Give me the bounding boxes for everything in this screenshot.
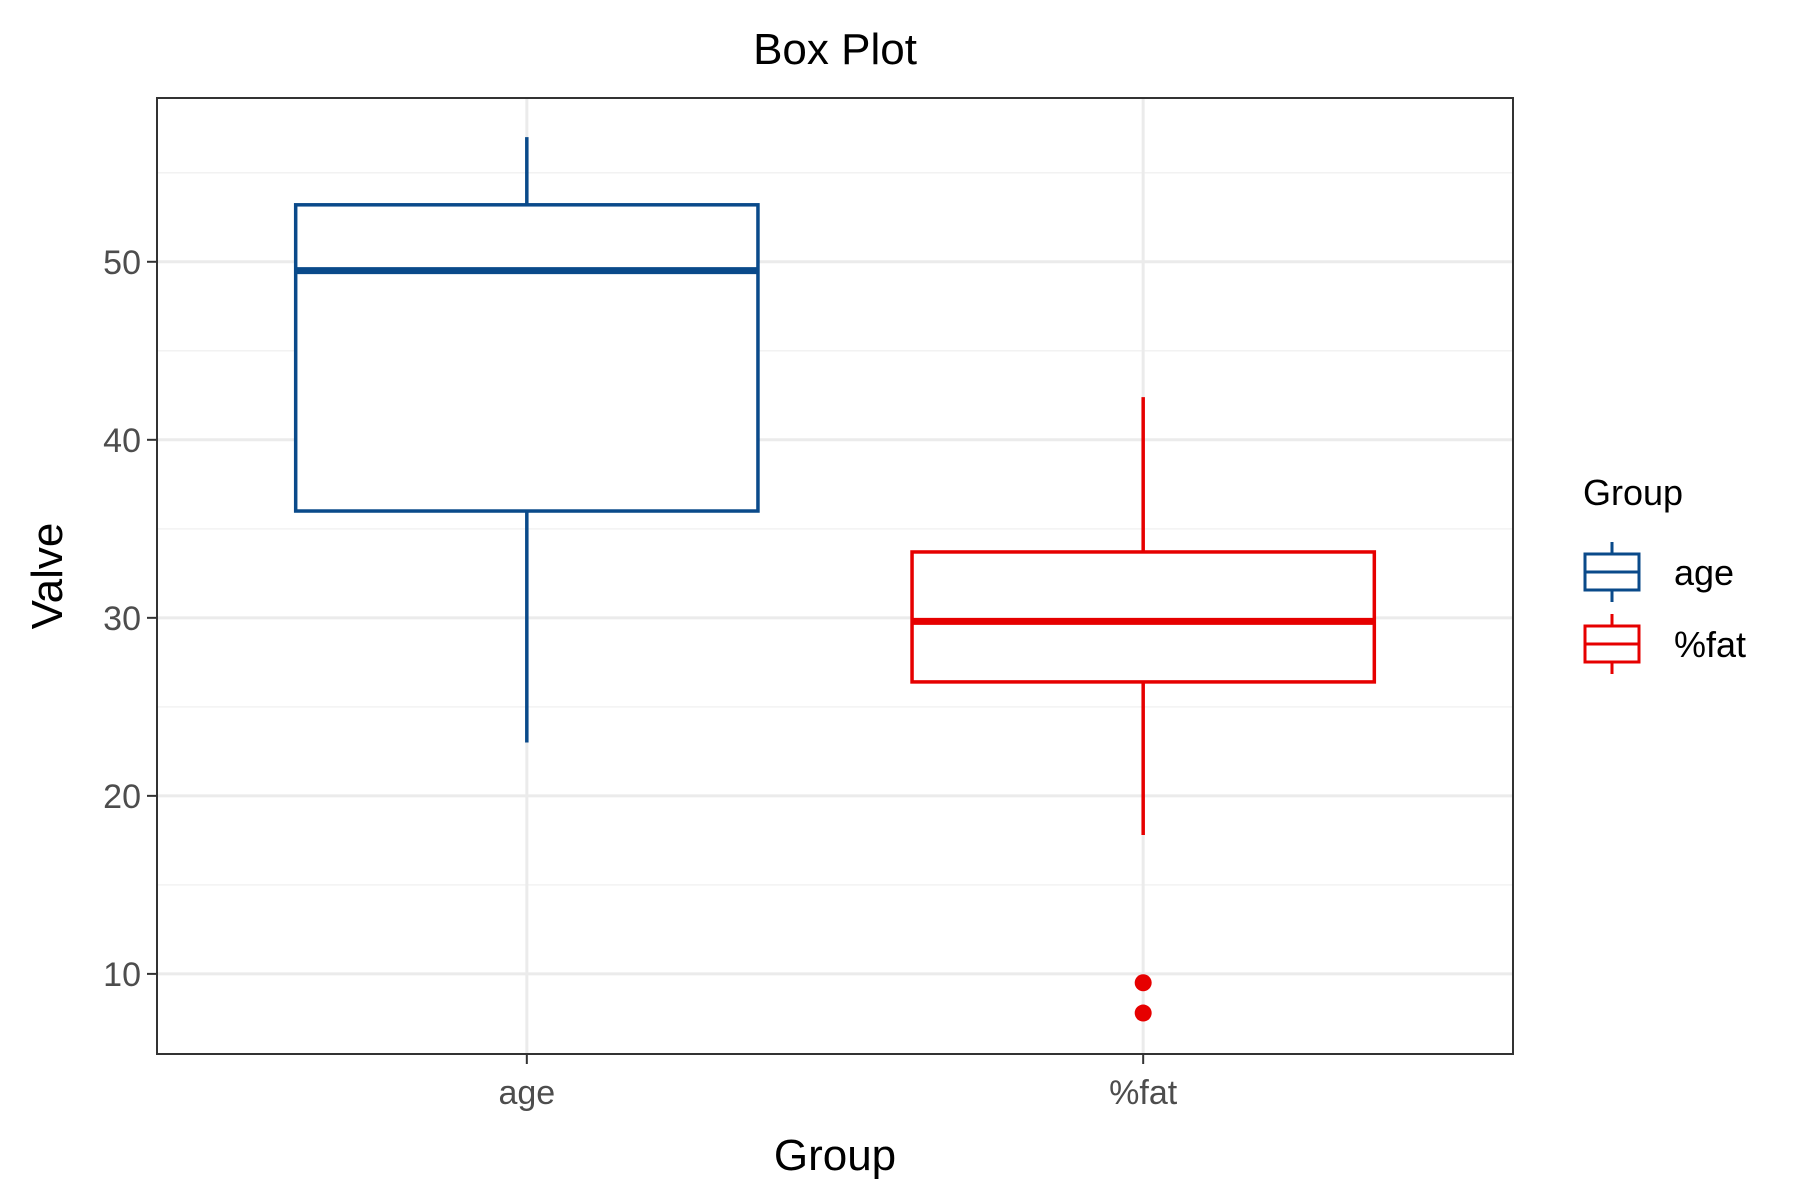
x-tick-label: %fat	[1109, 1074, 1178, 1112]
box-iqr	[293, 203, 760, 513]
legend: Group age %fat	[1583, 472, 1746, 674]
box-fat	[910, 397, 1377, 1022]
legend-item-age: age	[1583, 542, 1734, 602]
x-tick-label: age	[498, 1074, 555, 1112]
x-axis: age %fat	[498, 1054, 1178, 1112]
y-axis: 10 20 30 40 50	[103, 244, 157, 994]
panel-border	[156, 97, 1514, 1055]
y-tick-label: 40	[103, 422, 141, 460]
legend-title: Group	[1583, 472, 1683, 513]
x-axis-title: Group	[774, 1131, 896, 1180]
box-age	[293, 137, 760, 743]
y-tick-label: 30	[103, 600, 141, 638]
y-tick-label: 20	[103, 778, 141, 816]
chart-title: Box Plot	[753, 25, 917, 74]
outlier-point	[1134, 974, 1152, 992]
legend-item-fat: %fat	[1583, 614, 1746, 674]
y-tick-label: 10	[103, 956, 141, 994]
box-iqr	[910, 550, 1377, 684]
legend-label: age	[1674, 552, 1734, 593]
y-axis-title: Valve	[23, 523, 72, 630]
boxes	[293, 137, 1377, 1022]
y-tick-label: 50	[103, 244, 141, 282]
legend-label: %fat	[1674, 624, 1746, 665]
outlier-point	[1134, 1004, 1152, 1022]
